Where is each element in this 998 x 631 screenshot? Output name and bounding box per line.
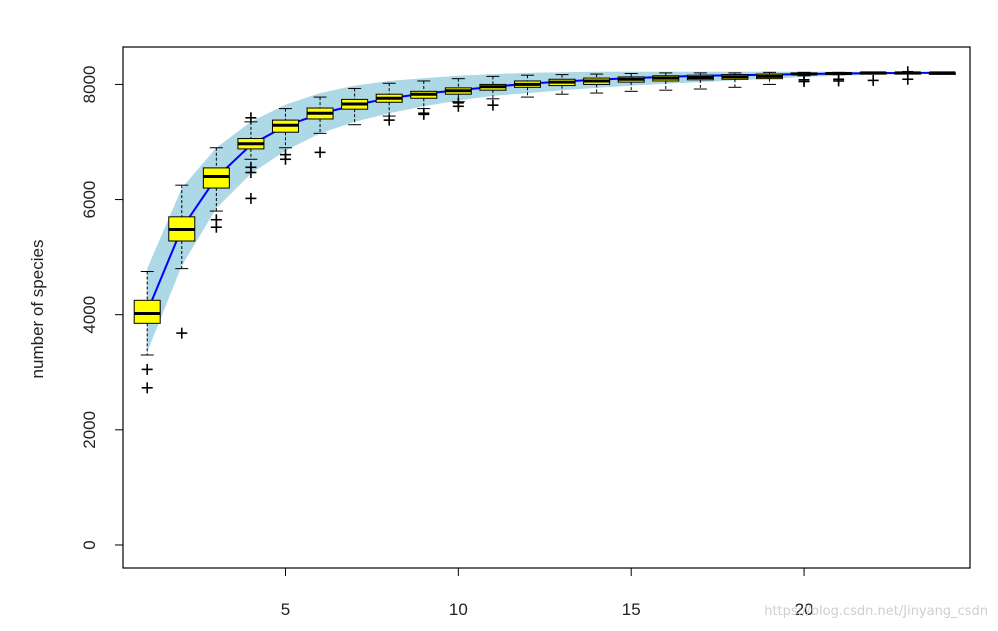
outlier-mark xyxy=(487,99,499,111)
boxplot-8 xyxy=(375,82,403,126)
outlier-mark xyxy=(176,327,188,339)
outlier-mark xyxy=(245,192,257,204)
x-tick-label: 20 xyxy=(795,600,814,619)
outlier-mark xyxy=(245,167,257,179)
x-tick-label: 10 xyxy=(449,600,468,619)
boxplot-17 xyxy=(686,72,714,90)
outlier-mark xyxy=(245,112,257,124)
boxplot-4 xyxy=(237,112,265,204)
boxplot-7 xyxy=(341,87,369,126)
y-axis-label: number of species xyxy=(28,240,47,379)
outlier-mark xyxy=(141,382,153,394)
boxplot-15 xyxy=(617,72,645,92)
y-tick-label: 6000 xyxy=(80,181,99,219)
outlier-mark xyxy=(141,363,153,375)
species-accumulation-curve xyxy=(146,71,943,313)
y-tick-label: 8000 xyxy=(80,66,99,104)
outlier-mark xyxy=(833,73,845,85)
confidence-band xyxy=(147,71,943,353)
boxplot-9 xyxy=(410,80,438,120)
boxplot-21 xyxy=(825,71,853,87)
outlier-mark xyxy=(867,74,879,86)
boxplot-3 xyxy=(202,147,230,233)
y-tick-label: 4000 xyxy=(80,296,99,334)
boxplot-18 xyxy=(721,72,749,88)
outlier-mark xyxy=(210,221,222,233)
boxplot-2 xyxy=(168,184,196,339)
outlier-mark xyxy=(452,100,464,112)
outlier-mark xyxy=(279,153,291,165)
boxplot-11 xyxy=(479,75,507,111)
boxplot-20 xyxy=(790,71,818,88)
boxplot-22 xyxy=(859,71,887,86)
box-iqr xyxy=(133,299,161,324)
boxplot-10 xyxy=(444,78,472,112)
boxplot-16 xyxy=(652,72,680,91)
boxplot-14 xyxy=(583,73,611,94)
x-tick-label: 5 xyxy=(281,600,290,619)
boxplot-13 xyxy=(548,74,576,95)
boxplot-5 xyxy=(271,108,299,165)
accumulation-curve-layer xyxy=(146,71,943,313)
outlier-mark xyxy=(798,74,810,86)
x-tick-label: 15 xyxy=(622,600,641,619)
boxplot-12 xyxy=(513,74,541,98)
boxplot-23 xyxy=(894,66,922,85)
y-tick-label: 2000 xyxy=(80,411,99,449)
axes-layer: 5 10 15 20 0 2000 4000 6000 8000 xyxy=(80,66,814,619)
watermark-text: https://blog.csdn.net/Jinyang_csdn xyxy=(764,604,988,619)
boxplot-6 xyxy=(306,96,334,158)
boxplot-19 xyxy=(755,71,783,85)
outlier-mark xyxy=(418,108,430,120)
confidence-band-layer xyxy=(147,71,943,353)
outlier-mark xyxy=(383,114,395,126)
outlier-mark xyxy=(314,146,326,158)
boxplot-24 xyxy=(928,71,956,75)
boxplot-1 xyxy=(133,271,161,394)
boxplot-layer xyxy=(133,66,956,394)
y-tick-label: 0 xyxy=(80,540,99,549)
outlier-mark xyxy=(902,73,914,85)
plot-frame xyxy=(122,46,971,569)
